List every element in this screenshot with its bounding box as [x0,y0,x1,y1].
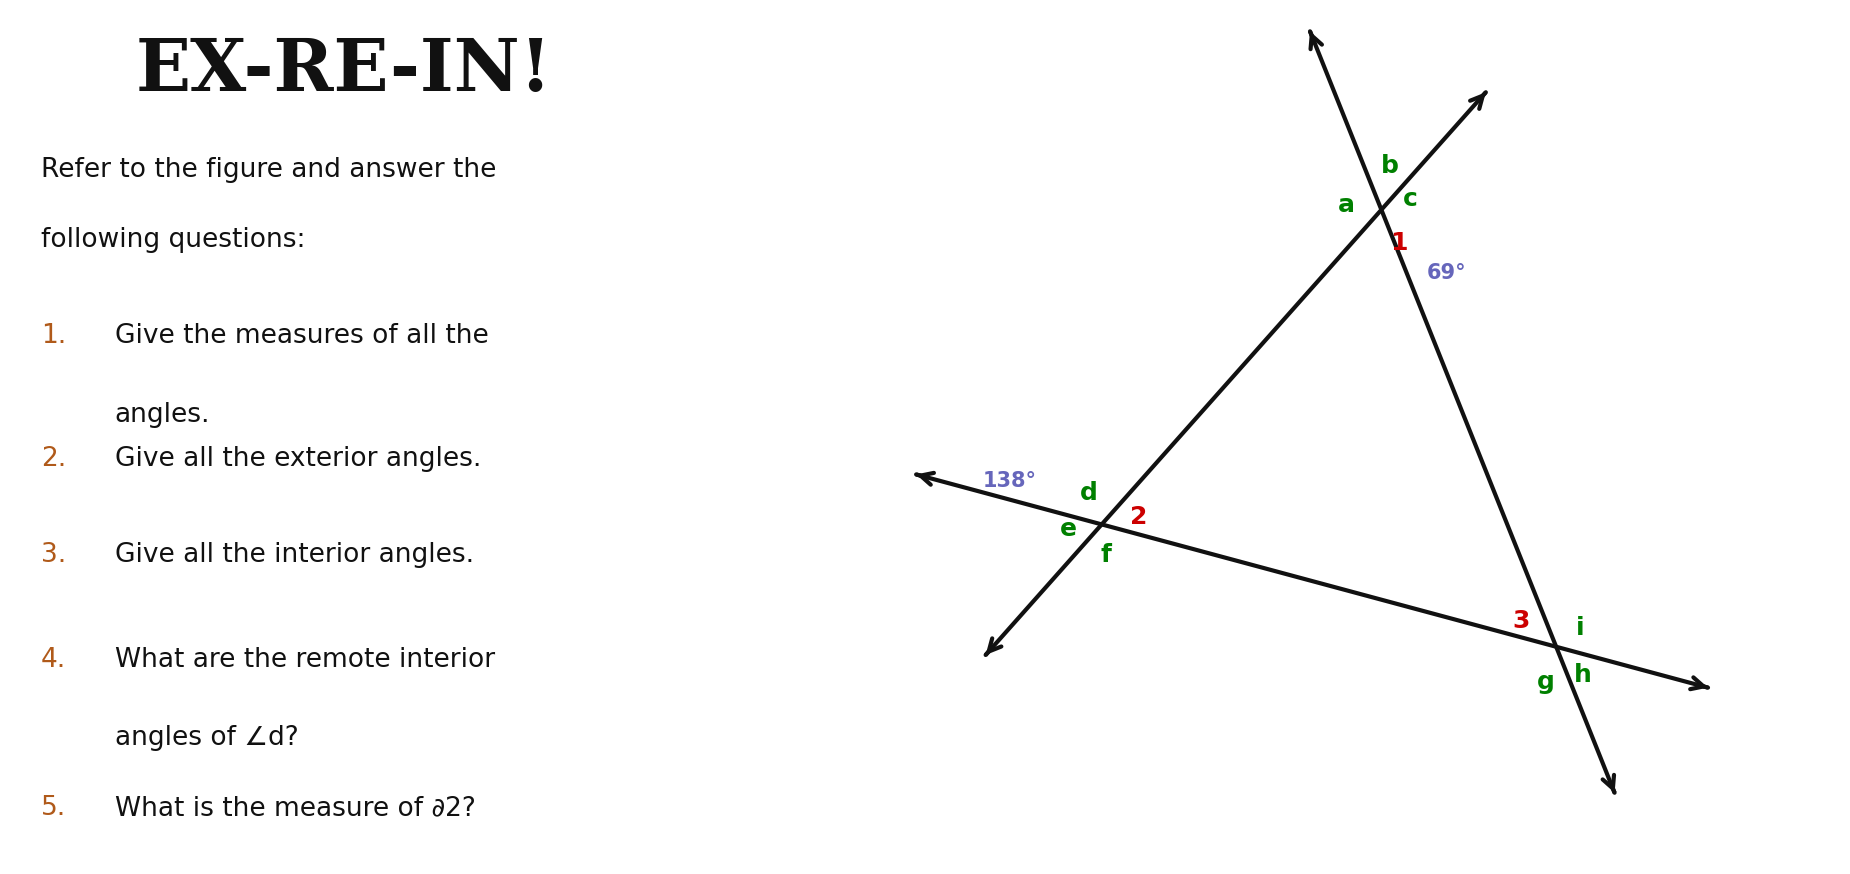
Text: following questions:: following questions: [41,227,305,253]
Text: What is the measure of ∂2?: What is the measure of ∂2? [115,795,475,822]
Text: e: e [1060,517,1077,541]
Text: b: b [1382,154,1399,178]
Text: angles of ∠d?: angles of ∠d? [115,725,298,752]
Text: d: d [1080,481,1097,505]
Text: f: f [1101,543,1112,567]
Text: Give the measures of all the: Give the measures of all the [115,323,488,350]
Text: 2.: 2. [41,446,67,472]
Text: What are the remote interior: What are the remote interior [115,647,494,673]
Text: 1.: 1. [41,323,67,350]
Text: 69°: 69° [1426,263,1467,282]
Text: 5.: 5. [41,795,67,822]
Text: 1: 1 [1389,231,1408,255]
Text: h: h [1574,662,1591,687]
Text: a: a [1338,193,1354,218]
Text: Give all the interior angles.: Give all the interior angles. [115,542,474,568]
Text: 3.: 3. [41,542,67,568]
Text: Give all the exterior angles.: Give all the exterior angles. [115,446,481,472]
Text: 3: 3 [1513,608,1530,633]
Text: 2: 2 [1130,505,1147,530]
Text: EX-RE-IN!: EX-RE-IN! [135,35,553,106]
Text: Refer to the figure and answer the: Refer to the figure and answer the [41,157,496,184]
Text: 138°: 138° [982,471,1038,490]
Text: i: i [1576,615,1585,640]
Text: c: c [1402,187,1417,212]
Text: g: g [1537,669,1554,694]
Text: angles.: angles. [115,402,211,428]
Text: 4.: 4. [41,647,67,673]
